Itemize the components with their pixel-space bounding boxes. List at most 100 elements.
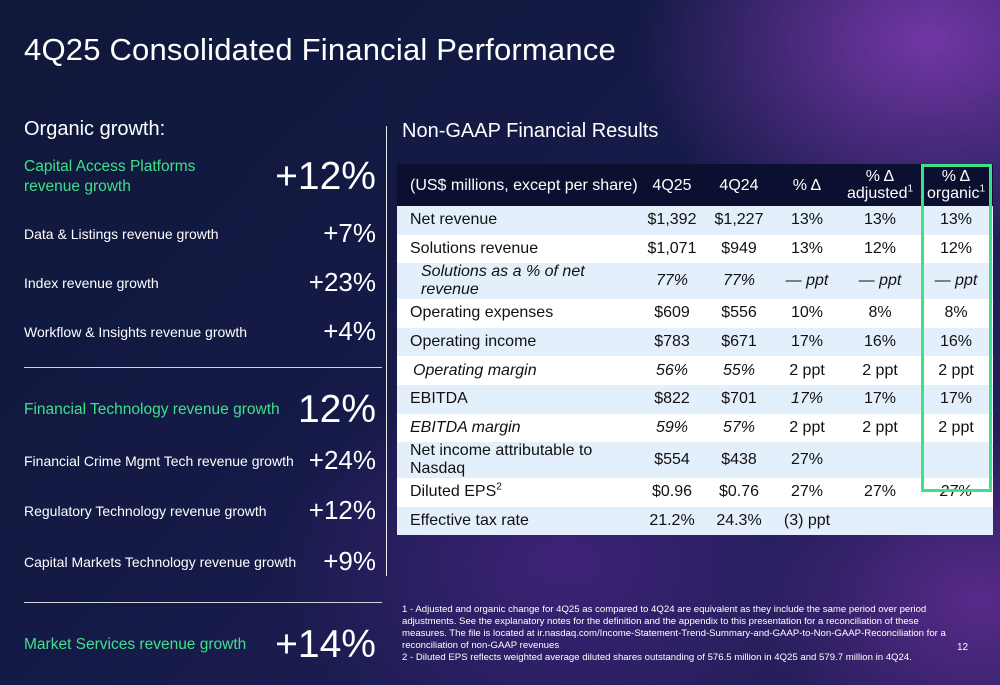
growth-row-regulatory-technology: Regulatory Technology revenue growth +12… [24, 495, 376, 526]
growth-row-market-services: Market Services revenue growth +14% [24, 623, 376, 667]
growth-label: Data & Listings revenue growth [24, 225, 219, 242]
cell [841, 442, 919, 479]
growth-row-capital-access: Capital Access Platforms revenue growth … [24, 155, 376, 199]
cell: 27% [919, 478, 993, 507]
cell: — ppt [773, 263, 841, 300]
cell: 27% [841, 478, 919, 507]
row-label: Solutions revenue [397, 234, 639, 264]
cell: 2 ppt [773, 413, 841, 443]
row-label: Solutions as a % of net revenue [397, 263, 639, 300]
organic-growth-panel: Organic growth: Capital Access Platforms… [24, 118, 382, 666]
cell: 59% [639, 413, 705, 443]
cell: 77% [639, 263, 705, 300]
row-label: Effective tax rate [397, 506, 639, 536]
cell: 17% [773, 327, 841, 357]
cell: $556 [705, 299, 773, 328]
growth-label: Financial Technology revenue growth [24, 401, 280, 418]
cell: $0.96 [639, 478, 705, 507]
table-row: EBITDA margin 59% 57% 2 ppt 2 ppt 2 ppt [397, 413, 993, 443]
growth-value: +23% [308, 267, 376, 297]
cell: 16% [841, 327, 919, 357]
growth-label: Workflow & Insights revenue growth [24, 323, 248, 340]
growth-value: +24% [308, 445, 376, 475]
cell [919, 442, 993, 479]
table-row: Diluted EPS2 $0.96 $0.76 27% 27% 27% [397, 478, 993, 507]
cell: 12% [841, 234, 919, 264]
growth-row-financial-crime: Financial Crime Mgmt Tech revenue growth… [24, 445, 376, 476]
cell: 57% [705, 413, 773, 443]
growth-row-workflow-insights: Workflow & Insights revenue growth +4% [24, 316, 376, 347]
table-row: Solutions revenue $1,071 $949 13% 12% 12… [397, 234, 993, 264]
cell: $949 [705, 234, 773, 264]
row-label: EBITDA margin [397, 413, 639, 443]
footnotes: 1 - Adjusted and organic change for 4Q25… [402, 604, 958, 664]
cell: $438 [705, 442, 773, 479]
cell: 17% [919, 384, 993, 414]
table-row: Operating expenses $609 $556 10% 8% 8% [397, 299, 993, 328]
growth-row-data-listings: Data & Listings revenue growth +7% [24, 218, 376, 249]
growth-value: +7% [323, 218, 376, 248]
growth-row-index: Index revenue growth +23% [24, 267, 376, 298]
table-row: Net revenue $1,392 $1,227 13% 13% 13% [397, 206, 993, 235]
cell: 13% [773, 206, 841, 235]
cell: $0.76 [705, 478, 773, 507]
growth-value: +14% [275, 623, 376, 666]
cell: 8% [841, 299, 919, 328]
column-divider [386, 126, 387, 576]
cell: 2 ppt [841, 356, 919, 385]
cell: $1,227 [705, 206, 773, 235]
growth-value: +12% [308, 495, 376, 525]
growth-value: +12% [275, 155, 376, 198]
growth-row-financial-technology: Financial Technology revenue growth 12% [24, 388, 376, 432]
cell: 17% [841, 384, 919, 414]
section-divider [24, 602, 382, 603]
row-label: Operating income [397, 327, 639, 357]
cell: — ppt [919, 263, 993, 300]
table-row: Net income attributable to Nasdaq $554 $… [397, 442, 993, 479]
growth-label: Index revenue growth [24, 274, 159, 291]
table-row: Operating income $783 $671 17% 16% 16% [397, 327, 993, 357]
table-header-row: (US$ millions, except per share) 4Q25 4Q… [397, 164, 993, 206]
growth-label: Regulatory Technology revenue growth [24, 502, 267, 519]
header-pct-change-organic: % Δ organic1 [926, 168, 986, 202]
row-label: Net revenue [397, 206, 639, 235]
cell [841, 506, 919, 536]
row-label: Operating margin [397, 356, 639, 385]
cell: (3) ppt [773, 506, 841, 536]
growth-value: +4% [323, 316, 376, 346]
footnote-2: 2 - Diluted EPS reflects weighted averag… [402, 652, 912, 663]
growth-label: Capital Access Platforms revenue growth [24, 158, 196, 195]
cell: $1,392 [639, 206, 705, 235]
cell: $554 [639, 442, 705, 479]
organic-growth-heading: Organic growth: [24, 118, 166, 140]
growth-value: 12% [297, 388, 376, 431]
cell: 55% [705, 356, 773, 385]
cell: 17% [773, 384, 841, 414]
header-pct-change-adjusted: % Δ adjusted1 [846, 168, 914, 202]
cell: $822 [639, 384, 705, 414]
cell: 27% [773, 442, 841, 479]
cell: 13% [919, 206, 993, 235]
cell: $1,071 [639, 234, 705, 264]
cell: $609 [639, 299, 705, 328]
header-4q24: 4Q24 [719, 176, 759, 194]
cell: 2 ppt [919, 413, 993, 443]
footnote-1: 1 - Adjusted and organic change for 4Q25… [402, 604, 946, 651]
cell: 77% [705, 263, 773, 300]
growth-label: Financial Crime Mgmt Tech revenue growth [24, 452, 294, 469]
non-gaap-table: (US$ millions, except per share) 4Q25 4Q… [397, 164, 993, 536]
cell: 2 ppt [841, 413, 919, 443]
slide-title: 4Q25 Consolidated Financial Performance [24, 32, 616, 67]
row-label: EBITDA [397, 384, 639, 414]
cell: 24.3% [705, 506, 773, 536]
cell: 2 ppt [919, 356, 993, 385]
growth-label: Capital Markets Technology revenue growt… [24, 553, 297, 570]
table-row: Effective tax rate 21.2% 24.3% (3) ppt [397, 506, 993, 536]
row-label: Net income attributable to Nasdaq [397, 442, 639, 479]
table-row: EBITDA $822 $701 17% 17% 17% [397, 384, 993, 414]
cell: 21.2% [639, 506, 705, 536]
cell: 2 ppt [773, 356, 841, 385]
cell: $671 [705, 327, 773, 357]
cell: 13% [773, 234, 841, 264]
cell: 8% [919, 299, 993, 328]
